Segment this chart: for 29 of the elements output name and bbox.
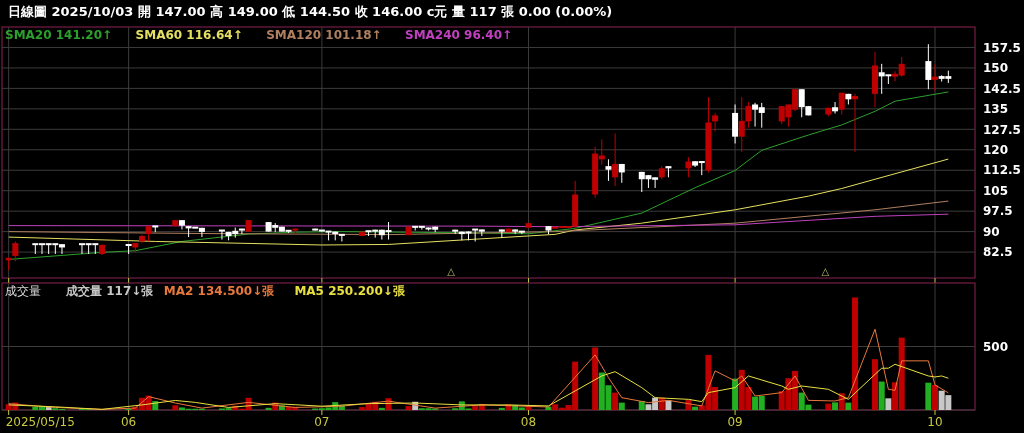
chart-title: 日線圖 2025/10/03 開 147.00 高 149.00 低 144.50 收 146.00 c元 量 117 張 0.00 (0.00%) (8, 4, 613, 19)
text: 成交量 117↓張 (65, 284, 155, 298)
y-tick-label: 90 (983, 224, 1000, 239)
y-tick-label: 142.5 (983, 81, 1021, 96)
text: MA2 134.500↓張 (163, 284, 276, 298)
annotation: △ (447, 266, 456, 277)
text: MA5 250.200↓張 (294, 284, 406, 298)
y-tick-label: 157.5 (983, 40, 1021, 55)
x-tick-label: 08 (520, 415, 537, 429)
x-tick-label: 10 (927, 415, 943, 429)
x-tick-label: 06 (120, 415, 137, 429)
y-tick-label: 135 (983, 102, 1009, 117)
text: SMA240 96.40↑ (405, 28, 513, 42)
x-tick-label: 07 (314, 415, 330, 429)
x-tick-label: 09 (727, 415, 743, 429)
y-tick-label: 82.5 (983, 245, 1013, 260)
y-tick-label: 105 (983, 183, 1009, 198)
y-tick-label: 120 (983, 142, 1009, 157)
x-tick-label: 2025/05/15 (5, 415, 75, 429)
y-tick-label: 112.5 (983, 163, 1021, 178)
text: SMA20 141.20↑ (5, 28, 113, 42)
annotation: △ (821, 266, 830, 277)
text: SMA60 116.64↑ (135, 28, 243, 42)
y-tick-label: 97.5 (983, 204, 1013, 219)
y-tick-label: 150 (983, 61, 1009, 76)
y-tick-label: 500 (983, 339, 1009, 354)
chart-title: 成交量 (5, 284, 41, 298)
y-tick-label: 127.5 (983, 122, 1021, 137)
text: SMA120 101.18↑ (266, 28, 382, 42)
